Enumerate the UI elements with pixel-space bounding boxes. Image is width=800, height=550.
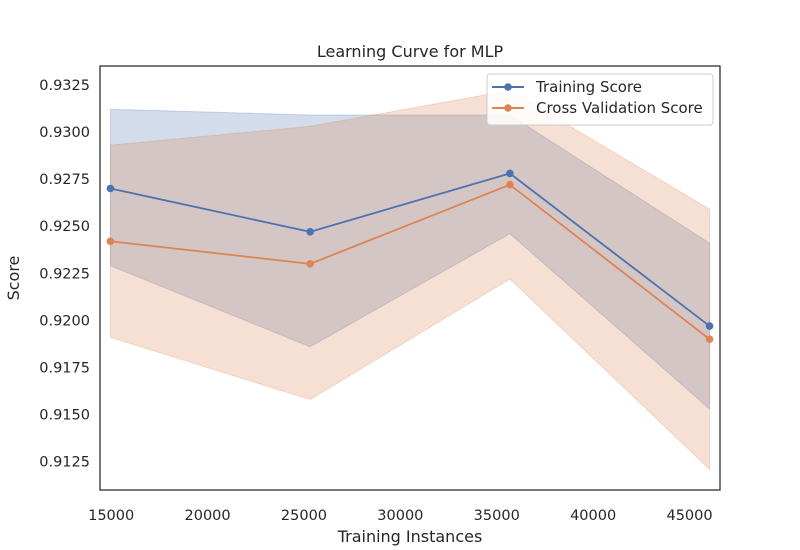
y-tick-label: 0.9225 [39, 266, 90, 282]
legend-marker-cross-validation [504, 104, 512, 112]
y-tick-label: 0.9125 [39, 455, 90, 471]
y-tick-label: 0.9200 [39, 313, 90, 329]
point-cross-validation-score-2 [506, 180, 514, 189]
legend-marker-training [504, 83, 512, 91]
y-tick-label: 0.9275 [39, 172, 90, 188]
series-markers [106, 169, 714, 344]
y-axis-ticks: 0.9125 0.9150 0.9175 0.9200 0.9225 0.9250 0.92… [39, 78, 90, 471]
x-tick-label: 20000 [185, 508, 231, 524]
point-training-score-2 [506, 169, 514, 178]
series-lines [110, 172, 711, 340]
chart-title: Learning Curve for MLP [317, 42, 504, 61]
point-training-score-3 [705, 322, 714, 330]
x-tick-label: 15000 [88, 508, 134, 524]
x-tick-label: 40000 [570, 508, 616, 524]
y-tick-label: 0.9250 [39, 219, 90, 235]
point-cross-validation-score-1 [306, 260, 314, 268]
y-tick-label: 0.9175 [39, 361, 90, 377]
point-cross-validation-score-3 [705, 335, 714, 344]
x-axis-label: Training Instances [337, 527, 483, 546]
y-tick-label: 0.9325 [39, 78, 90, 94]
legend-label-cross-validation: Cross Validation Score [536, 99, 703, 117]
plot-frame [99, 65, 721, 491]
point-training-score-0 [106, 184, 115, 193]
line-cross-validation-score [110, 183, 711, 340]
legend-box [486, 73, 714, 126]
confidence-bands [109, 89, 711, 471]
x-tick-label: 35000 [474, 508, 520, 524]
line-training-score [110, 172, 711, 327]
point-training-score-1 [306, 228, 314, 236]
legend: Training Score Cross Validation Score [486, 73, 714, 126]
x-tick-label: 45000 [666, 508, 712, 524]
x-axis-ticks: 15000 20000 25000 30000 35000 40000 45000 [88, 508, 712, 524]
y-tick-label: 0.9300 [39, 125, 90, 141]
band-training-score [109, 108, 711, 411]
y-tick-label: 0.9150 [39, 408, 90, 424]
y-axis-label: Score [4, 256, 23, 301]
x-tick-label: 30000 [377, 508, 423, 524]
point-cross-validation-score-0 [106, 237, 115, 246]
band-cross-validation-score [109, 89, 711, 471]
x-tick-label: 25000 [281, 508, 327, 524]
legend-label-training: Training Score [535, 78, 642, 96]
